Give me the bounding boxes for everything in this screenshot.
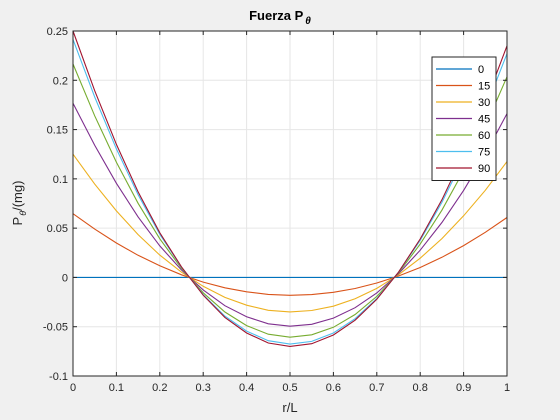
y-tick-label: 0.1: [53, 174, 68, 186]
series-line-30: [72, 153, 508, 313]
x-axis-label: r/L: [282, 400, 297, 415]
y-axis-label: Pθ/(mg): [10, 181, 28, 226]
x-tick-label: 0: [70, 382, 76, 394]
x-tick-label: 0.7: [369, 382, 384, 394]
y-axis-label-suffix: /(mg): [10, 181, 25, 211]
x-tick-label: 0.3: [196, 382, 211, 394]
legend-label-45: 45: [478, 114, 490, 126]
x-tick-label: 0.2: [152, 382, 167, 394]
legend-label-75: 75: [478, 147, 490, 159]
y-tick-labels: -0.1 -0.05 0 0.05 0.1 0.15 0.2 0.25: [43, 26, 68, 383]
y-tick-label: 0.2: [53, 75, 68, 87]
y-tick-label: 0.25: [47, 26, 68, 38]
x-tick-label: 0.6: [326, 382, 341, 394]
x-tick-label: 0.1: [109, 382, 124, 394]
x-tick-label: 1: [504, 382, 510, 394]
x-tick-label: 0.9: [456, 382, 471, 394]
series-line-15: [72, 213, 508, 296]
chart-title-main: Fuerza P: [249, 8, 304, 23]
legend-label-15: 15: [478, 81, 490, 93]
y-tick-label: 0.15: [47, 125, 68, 137]
series-line-75: [72, 39, 508, 345]
series-line-90: [72, 30, 508, 347]
legend: 0 15 30 45 60 75 90: [431, 56, 497, 181]
x-tick-label: 0.5: [282, 382, 297, 394]
legend-label-0: 0: [478, 64, 484, 76]
x-tick-label: 0.4: [239, 382, 254, 394]
x-tick-label: 0.8: [413, 382, 428, 394]
tick-marks: [72, 30, 508, 377]
series-line-60: [72, 63, 508, 338]
legend-label-90: 90: [478, 163, 490, 175]
y-tick-label: -0.1: [49, 371, 68, 383]
legend-label-30: 30: [478, 97, 490, 109]
series-line-45: [72, 102, 508, 327]
legend-label-60: 60: [478, 130, 490, 142]
y-tick-label: 0.05: [47, 223, 68, 235]
x-tick-labels: 0 0.1 0.2 0.3 0.4 0.5 0.6 0.7 0.8 0.9 1: [70, 382, 510, 394]
y-tick-label: 0: [62, 272, 68, 284]
series-lines: [72, 30, 508, 347]
y-axis-label-main: P: [10, 217, 25, 226]
y-axis-label-subscript: θ: [18, 211, 28, 216]
y-tick-label: -0.05: [43, 322, 68, 334]
chart-title-subscript: θ: [305, 16, 311, 27]
